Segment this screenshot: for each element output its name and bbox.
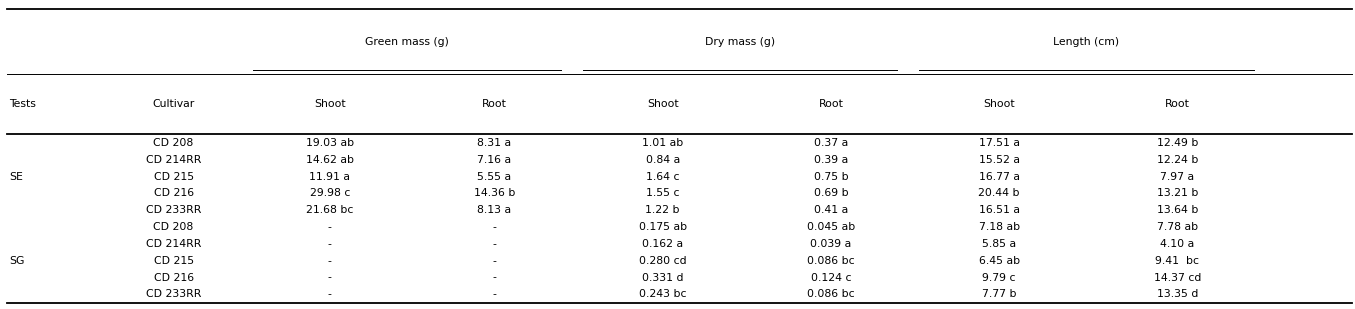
Text: 20.44 b: 20.44 b: [978, 188, 1020, 198]
Text: 0.039 a: 0.039 a: [810, 239, 851, 249]
Text: 15.52 a: 15.52 a: [978, 155, 1019, 165]
Text: 14.37 cd: 14.37 cd: [1153, 273, 1201, 282]
Text: 0.045 ab: 0.045 ab: [806, 222, 855, 232]
Text: Shoot: Shoot: [646, 99, 679, 109]
Text: 8.13 a: 8.13 a: [477, 205, 512, 215]
Text: 8.31 a: 8.31 a: [477, 138, 512, 148]
Text: Cultivar: Cultivar: [153, 99, 195, 109]
Text: 6.45 ab: 6.45 ab: [978, 256, 1020, 266]
Text: -: -: [493, 290, 496, 299]
Text: 0.243 bc: 0.243 bc: [640, 290, 687, 299]
Text: CD 215: CD 215: [153, 256, 194, 266]
Text: 13.35 d: 13.35 d: [1157, 290, 1198, 299]
Text: 13.21 b: 13.21 b: [1157, 188, 1198, 198]
Text: -: -: [328, 256, 332, 266]
Text: 16.77 a: 16.77 a: [978, 171, 1019, 181]
Text: 1.01 ab: 1.01 ab: [642, 138, 683, 148]
Text: CD 208: CD 208: [153, 138, 194, 148]
Text: 9.79 c: 9.79 c: [982, 273, 1016, 282]
Text: 5.85 a: 5.85 a: [982, 239, 1016, 249]
Text: 1.55 c: 1.55 c: [646, 188, 679, 198]
Text: CD 216: CD 216: [153, 188, 194, 198]
Text: 14.36 b: 14.36 b: [474, 188, 515, 198]
Text: Shoot: Shoot: [314, 99, 346, 109]
Text: 19.03 ab: 19.03 ab: [306, 138, 354, 148]
Text: 0.086 bc: 0.086 bc: [808, 290, 855, 299]
Text: 7.97 a: 7.97 a: [1160, 171, 1195, 181]
Text: CD 233RR: CD 233RR: [146, 205, 202, 215]
Text: 1.22 b: 1.22 b: [645, 205, 680, 215]
Text: 9.41  bc: 9.41 bc: [1156, 256, 1199, 266]
Text: Length (cm): Length (cm): [1053, 37, 1119, 47]
Text: 17.51 a: 17.51 a: [978, 138, 1019, 148]
Text: 4.10 a: 4.10 a: [1160, 239, 1195, 249]
Text: Root: Root: [482, 99, 507, 109]
Text: Shoot: Shoot: [984, 99, 1015, 109]
Text: CD 215: CD 215: [153, 171, 194, 181]
Text: SG: SG: [9, 256, 24, 266]
Text: 0.162 a: 0.162 a: [642, 239, 683, 249]
Text: 11.91 a: 11.91 a: [309, 171, 350, 181]
Text: -: -: [493, 239, 496, 249]
Text: 5.55 a: 5.55 a: [477, 171, 512, 181]
Text: 0.39 a: 0.39 a: [814, 155, 848, 165]
Text: 0.280 cd: 0.280 cd: [640, 256, 687, 266]
Text: 7.16 a: 7.16 a: [477, 155, 512, 165]
Text: -: -: [328, 239, 332, 249]
Text: Dry mass (g): Dry mass (g): [705, 37, 775, 47]
Text: -: -: [328, 222, 332, 232]
Text: -: -: [328, 290, 332, 299]
Text: CD 214RR: CD 214RR: [146, 155, 202, 165]
Text: -: -: [493, 222, 496, 232]
Text: SE: SE: [9, 171, 23, 181]
Text: 0.41 a: 0.41 a: [814, 205, 848, 215]
Text: Tests: Tests: [9, 99, 37, 109]
Text: CD 214RR: CD 214RR: [146, 239, 202, 249]
Text: 0.124 c: 0.124 c: [810, 273, 851, 282]
Text: -: -: [493, 256, 496, 266]
Text: -: -: [493, 273, 496, 282]
Text: 0.175 ab: 0.175 ab: [638, 222, 687, 232]
Text: Root: Root: [818, 99, 843, 109]
Text: 16.51 a: 16.51 a: [978, 205, 1019, 215]
Text: 7.18 ab: 7.18 ab: [978, 222, 1020, 232]
Text: 12.49 b: 12.49 b: [1157, 138, 1198, 148]
Text: 1.64 c: 1.64 c: [646, 171, 679, 181]
Text: 0.086 bc: 0.086 bc: [808, 256, 855, 266]
Text: 0.75 b: 0.75 b: [813, 171, 848, 181]
Text: Green mass (g): Green mass (g): [364, 37, 449, 47]
Text: CD 208: CD 208: [153, 222, 194, 232]
Text: Root: Root: [1165, 99, 1190, 109]
Text: 0.331 d: 0.331 d: [642, 273, 683, 282]
Text: 7.78 ab: 7.78 ab: [1157, 222, 1198, 232]
Text: 0.84 a: 0.84 a: [645, 155, 680, 165]
Text: 7.77 b: 7.77 b: [982, 290, 1016, 299]
Text: 14.62 ab: 14.62 ab: [306, 155, 354, 165]
Text: 13.64 b: 13.64 b: [1157, 205, 1198, 215]
Text: CD 233RR: CD 233RR: [146, 290, 202, 299]
Text: -: -: [328, 273, 332, 282]
Text: 29.98 c: 29.98 c: [309, 188, 350, 198]
Text: 0.37 a: 0.37 a: [814, 138, 848, 148]
Text: 0.69 b: 0.69 b: [813, 188, 848, 198]
Text: 12.24 b: 12.24 b: [1157, 155, 1198, 165]
Text: 21.68 bc: 21.68 bc: [306, 205, 354, 215]
Text: CD 216: CD 216: [153, 273, 194, 282]
